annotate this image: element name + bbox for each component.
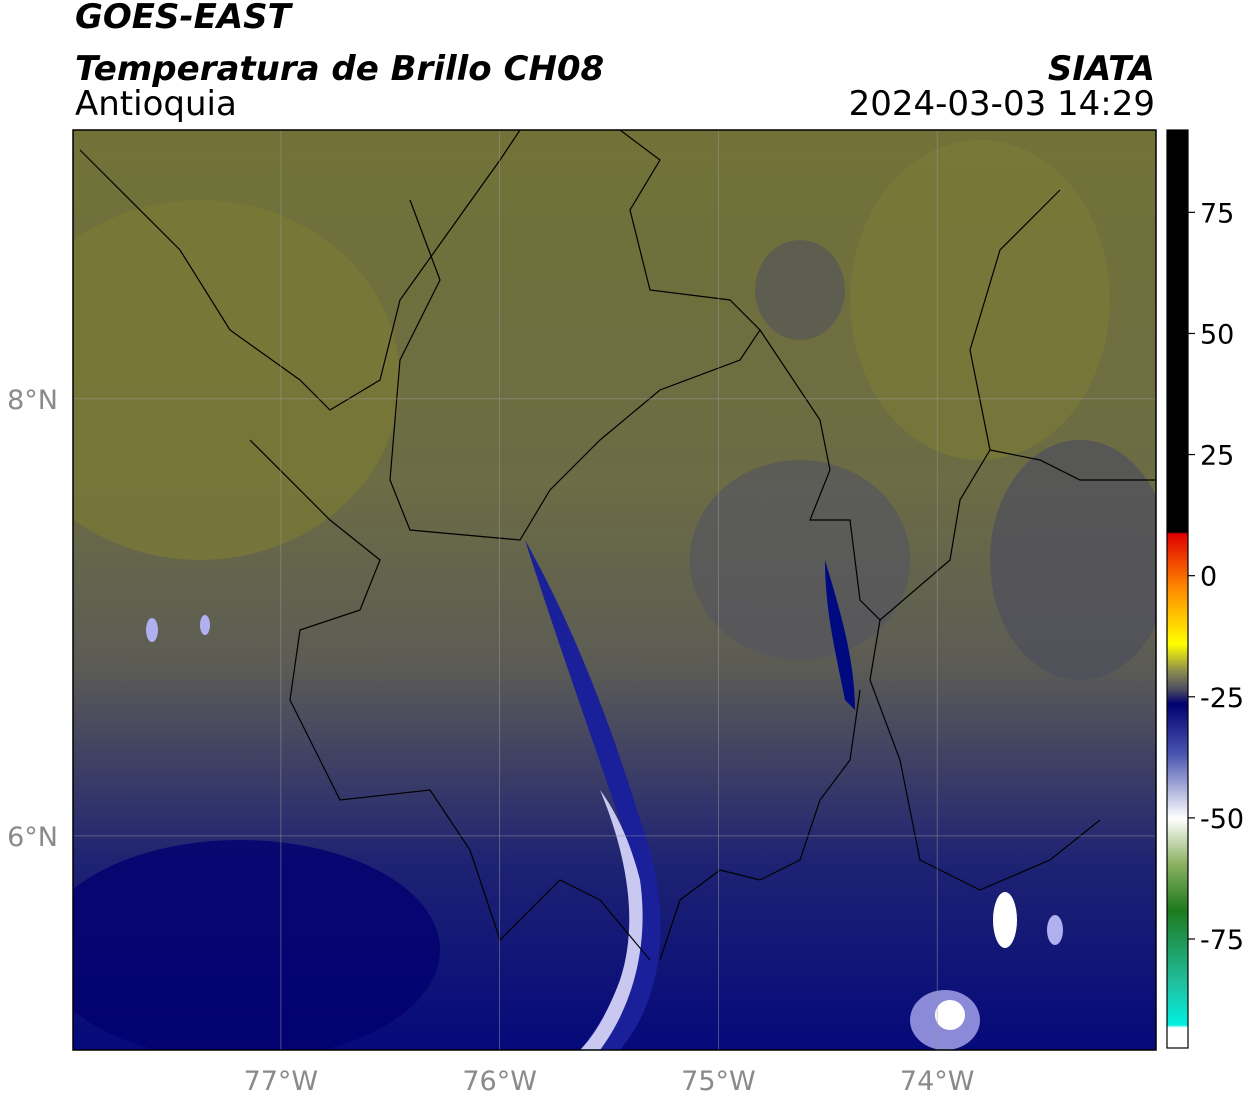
colorbar [1166,129,1189,1049]
y-tick-label: 8°N [7,385,58,416]
y-tick-label: 6°N [7,822,58,853]
colorbar-tick-label: -50 [1200,804,1244,835]
colorbar-tick-label: 25 [1200,441,1234,472]
x-tick-label: 77°W [244,1066,319,1097]
x-tick-label: 75°W [681,1066,756,1097]
timestamp: 2024-03-03 14:29 [849,84,1155,124]
colorbar-tick-label: -25 [1200,683,1244,714]
title: GOES-EAST [75,0,294,37]
colorbar-tick-label: 75 [1200,198,1234,229]
region: Antioquia [75,84,237,124]
colorbar-tick-label: 0 [1200,562,1217,593]
subtitle: Temperatura de Brillo CH08 [75,49,604,89]
x-tick-label: 74°W [900,1066,975,1097]
source: SIATA [1048,49,1155,89]
colorbar-tick-label: -75 [1200,925,1244,956]
x-tick-label: 76°W [462,1066,537,1097]
map-frame [72,129,1157,1051]
colorbar-tick-label: 50 [1200,319,1234,350]
map-image [73,130,1156,1050]
grid [73,130,1156,1050]
